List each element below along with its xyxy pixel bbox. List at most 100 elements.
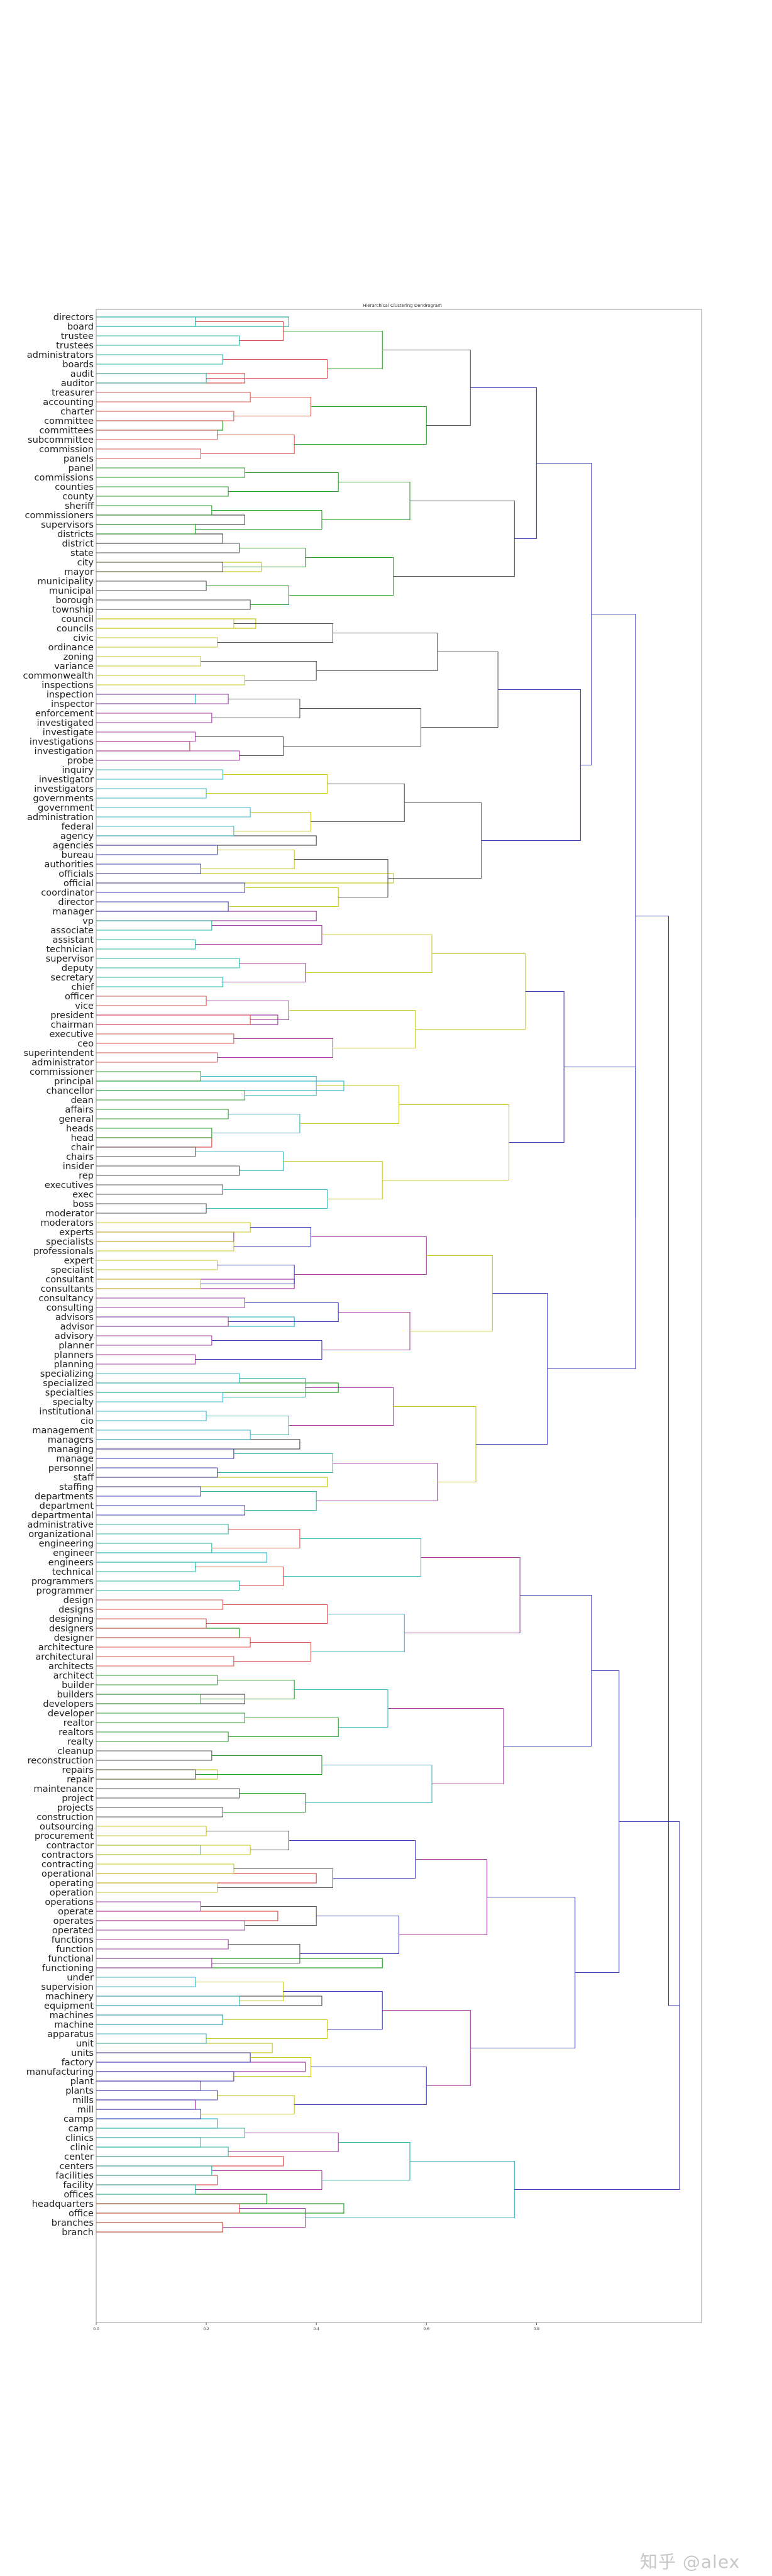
leaf-label-functioning: functioning xyxy=(42,1963,94,1974)
cluster-link xyxy=(96,1996,240,2006)
leaf-label-personnel: personnel xyxy=(48,1463,94,1474)
leaf-label-exec: exec xyxy=(72,1189,94,1200)
cluster-link xyxy=(96,694,229,704)
leaf-label-architecture: architecture xyxy=(38,1642,94,1653)
cluster-link xyxy=(289,557,394,596)
leaf-label-functional: functional xyxy=(48,1953,94,1964)
leaf-label-chairs: chairs xyxy=(66,1152,94,1162)
leaf-label-facilities: facilities xyxy=(55,2170,94,2181)
cluster-link xyxy=(96,1260,218,1270)
cluster-link xyxy=(96,1203,207,1214)
cluster-link xyxy=(96,1052,218,1063)
cluster-link xyxy=(233,396,311,417)
cluster-link xyxy=(289,1387,394,1426)
leaf-label-enforcement: enforcement xyxy=(35,708,94,719)
cluster-link xyxy=(96,882,245,893)
merge-link xyxy=(96,741,190,752)
leaf-label-panel: panel xyxy=(69,463,94,474)
leaf-label-general: general xyxy=(59,1114,94,1124)
cluster-link xyxy=(96,1316,229,1327)
cluster-link xyxy=(96,713,212,723)
leaf-label-administrative: administrative xyxy=(28,1519,94,1530)
cluster-link xyxy=(476,1292,548,1445)
leaf-label-bureau: bureau xyxy=(62,850,94,860)
cluster-link xyxy=(96,1279,201,1289)
cluster-link xyxy=(96,958,240,969)
leaf-label-offices: offices xyxy=(63,2189,94,2200)
leaf-label-agencies: agencies xyxy=(53,840,94,851)
merge-link xyxy=(96,835,317,846)
leaf-label-units: units xyxy=(71,2048,94,2058)
leaf-label-cio: cio xyxy=(80,1416,94,1426)
cluster-link xyxy=(305,934,433,974)
leaf-label-civic: civic xyxy=(73,633,94,643)
cluster-link xyxy=(96,901,229,912)
cluster-link xyxy=(223,547,306,568)
cluster-link xyxy=(206,1189,328,1209)
cluster-link xyxy=(223,2207,306,2228)
leaf-label-investigators: investigators xyxy=(34,784,94,794)
leaf-label-insider: insider xyxy=(63,1161,94,1172)
cluster-link xyxy=(96,1505,245,1516)
merge-link xyxy=(96,2156,284,2167)
merge-link xyxy=(96,1080,345,1091)
cluster-link xyxy=(96,996,207,1006)
leaf-label-municipal: municipal xyxy=(49,586,94,596)
leaf-label-commissions: commissions xyxy=(35,472,94,483)
cluster-link xyxy=(96,524,196,535)
cluster-link xyxy=(223,1377,306,1398)
x-tick-label: 0.8 xyxy=(534,2327,540,2331)
leaf-label-inspections: inspections xyxy=(41,680,94,691)
leaf-label-commissioners: commissioners xyxy=(25,510,94,521)
leaf-label-deputy: deputy xyxy=(62,963,94,974)
leaf-label-mills: mills xyxy=(72,2095,94,2106)
cluster-link xyxy=(96,1750,212,1761)
leaf-label-operations: operations xyxy=(45,1897,94,1907)
cluster-link xyxy=(96,2014,223,2025)
cluster-link xyxy=(206,1604,328,1624)
cluster-link xyxy=(201,660,317,681)
leaf-label-auditor: auditor xyxy=(61,378,94,389)
merge-link xyxy=(96,618,256,629)
leaf-label-advisory: advisory xyxy=(55,1331,94,1341)
leaf-label-facility: facility xyxy=(63,2180,94,2190)
merge-link xyxy=(96,2194,267,2204)
cluster-link xyxy=(294,406,427,445)
cluster-link xyxy=(96,1335,212,1346)
leaf-label-officer: officer xyxy=(65,991,94,1002)
cluster-link xyxy=(211,698,301,719)
leaf-label-management: management xyxy=(32,1425,94,1436)
leaf-label-president: president xyxy=(50,1010,94,1021)
merge-link xyxy=(96,1231,234,1242)
leaf-label-factory: factory xyxy=(62,2057,94,2068)
cluster-link xyxy=(96,543,240,553)
leaf-label-specialist: specialist xyxy=(51,1265,94,1275)
leaf-label-department: department xyxy=(40,1501,94,1511)
cluster-link xyxy=(96,618,234,629)
merge-link xyxy=(96,514,245,525)
leaf-label-heads: heads xyxy=(66,1123,94,1134)
leaf-label-camp: camp xyxy=(69,2123,94,2134)
leaf-label-authorities: authorities xyxy=(44,859,94,870)
cluster-link xyxy=(96,845,218,855)
leaf-label-managers: managers xyxy=(48,1435,94,1445)
leaf-label-administrator: administrator xyxy=(31,1057,94,1068)
cluster-link xyxy=(195,1340,323,1360)
leaf-label-commission: commission xyxy=(39,444,94,455)
leaf-label-consultants: consultants xyxy=(41,1284,94,1294)
leaf-label-machinery: machinery xyxy=(45,1991,94,2002)
merge-link xyxy=(96,2099,196,2110)
cluster-link xyxy=(96,2109,201,2119)
cluster-link xyxy=(96,2222,223,2233)
leaf-label-clinics: clinics xyxy=(65,2133,94,2143)
cluster-link xyxy=(211,1528,301,1549)
cluster-link xyxy=(321,2141,411,2181)
leaf-label-plants: plants xyxy=(65,2085,94,2096)
cluster-link xyxy=(217,1453,333,1474)
leaf-labels: directorsboardtrusteetrusteesadministrat… xyxy=(23,312,94,2238)
cluster-link xyxy=(96,1033,234,1044)
leaf-label-specialists: specialists xyxy=(46,1236,94,1247)
leaf-label-administrators: administrators xyxy=(27,350,94,360)
cluster-link xyxy=(201,1075,317,1096)
cluster-link xyxy=(393,500,515,577)
